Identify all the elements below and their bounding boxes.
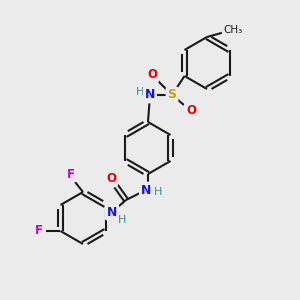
Text: H: H xyxy=(118,215,126,225)
Text: N: N xyxy=(145,88,155,101)
Text: O: O xyxy=(186,103,196,116)
Text: F: F xyxy=(34,224,43,238)
Text: F: F xyxy=(67,167,75,181)
Text: N: N xyxy=(141,184,151,196)
Text: H: H xyxy=(154,187,162,197)
Text: H: H xyxy=(136,87,144,97)
Text: O: O xyxy=(106,172,116,185)
Text: N: N xyxy=(107,206,117,218)
Text: S: S xyxy=(167,88,176,101)
Text: CH₃: CH₃ xyxy=(224,25,243,35)
Text: O: O xyxy=(147,68,157,82)
